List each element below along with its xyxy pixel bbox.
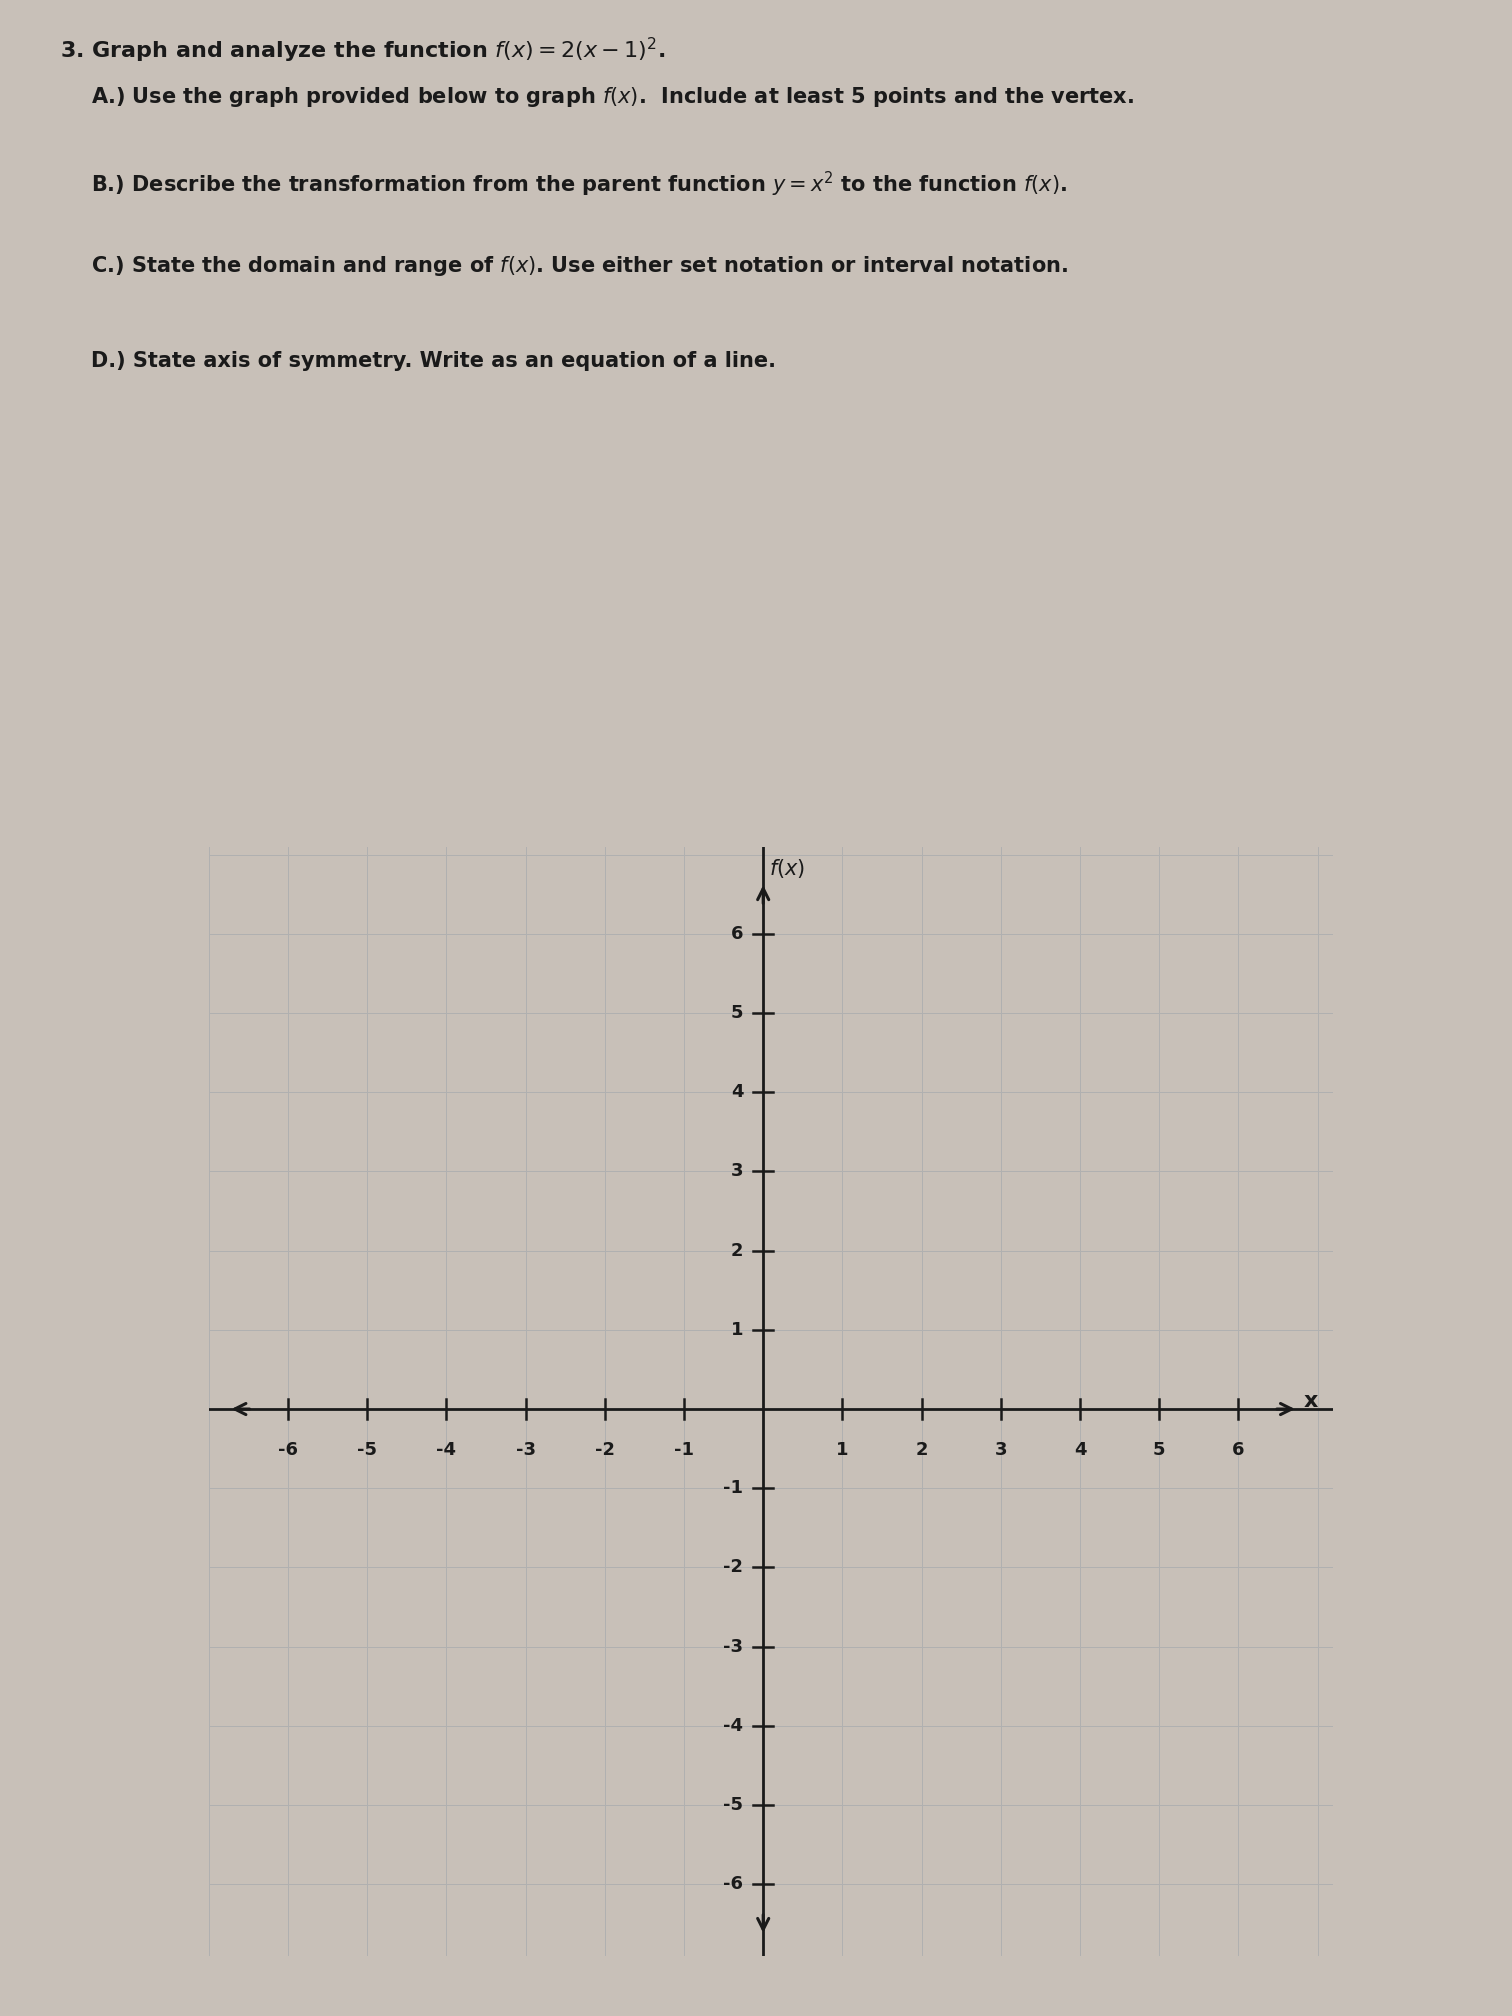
Text: 3: 3 xyxy=(730,1163,744,1181)
Text: -4: -4 xyxy=(723,1718,744,1736)
Text: 1: 1 xyxy=(730,1320,744,1339)
Text: -3: -3 xyxy=(723,1637,744,1655)
Text: B.) Describe the transformation from the parent function $y = x^2$ to the functi: B.) Describe the transformation from the… xyxy=(91,169,1067,198)
Text: $f(x)$: $f(x)$ xyxy=(770,857,804,881)
Text: 2: 2 xyxy=(730,1242,744,1260)
Text: A.) Use the graph provided below to graph $f(x)$.  Include at least 5 points and: A.) Use the graph provided below to grap… xyxy=(91,85,1134,109)
Text: -3: -3 xyxy=(516,1441,535,1460)
Text: D.) State axis of symmetry. Write as an equation of a line.: D.) State axis of symmetry. Write as an … xyxy=(91,351,776,371)
Text: -5: -5 xyxy=(723,1796,744,1814)
Text: -1: -1 xyxy=(723,1480,744,1498)
Text: 3. Graph and analyze the function $f(x) = 2(x-1)^2$.: 3. Graph and analyze the function $f(x) … xyxy=(60,36,665,65)
Text: x: x xyxy=(1303,1391,1318,1411)
Text: 2: 2 xyxy=(915,1441,928,1460)
Text: -2: -2 xyxy=(723,1558,744,1577)
Text: 6: 6 xyxy=(1232,1441,1244,1460)
Text: -2: -2 xyxy=(594,1441,615,1460)
Text: 3: 3 xyxy=(995,1441,1007,1460)
Text: 4: 4 xyxy=(730,1083,744,1101)
Text: 5: 5 xyxy=(730,1004,744,1022)
Text: 5: 5 xyxy=(1154,1441,1166,1460)
Text: -4: -4 xyxy=(437,1441,457,1460)
Text: -5: -5 xyxy=(357,1441,376,1460)
Text: -6: -6 xyxy=(723,1875,744,1893)
Text: -6: -6 xyxy=(278,1441,298,1460)
Text: 1: 1 xyxy=(836,1441,848,1460)
Text: 6: 6 xyxy=(730,925,744,943)
Text: C.) State the domain and range of $f(x)$. Use either set notation or interval no: C.) State the domain and range of $f(x)$… xyxy=(91,254,1067,278)
Text: -1: -1 xyxy=(674,1441,694,1460)
Text: 4: 4 xyxy=(1074,1441,1086,1460)
